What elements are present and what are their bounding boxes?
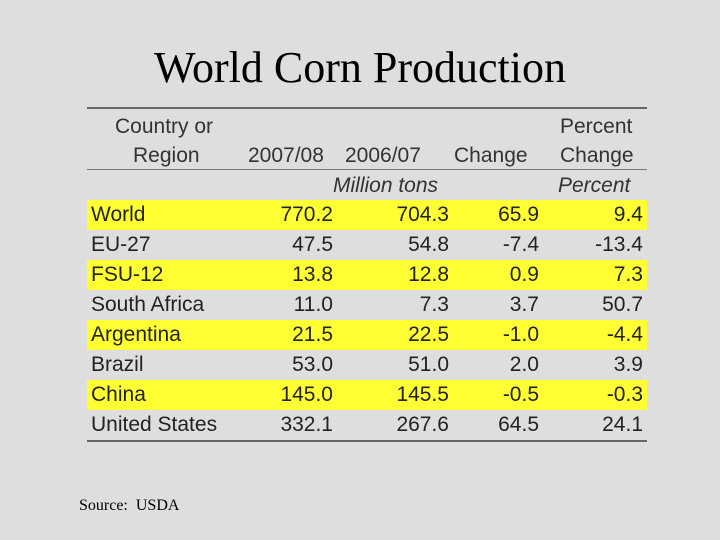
value-2006-07-cell: 145.5 bbox=[396, 383, 449, 406]
percent-change-cell: 7.3 bbox=[613, 263, 643, 286]
percent-change-cell: 9.4 bbox=[613, 203, 643, 226]
value-2006-07-cell: 54.8 bbox=[408, 233, 449, 256]
units-percent: Percent bbox=[558, 174, 631, 197]
table-header: Country or Region 2007/08 2006/07 Change… bbox=[87, 109, 647, 169]
value-2007-08-cell: 13.8 bbox=[292, 263, 333, 286]
table-row: FSU-12 13.8 12.8 0.9 7.3 bbox=[87, 260, 647, 290]
corn-production-table: Country or Region 2007/08 2006/07 Change… bbox=[87, 107, 647, 442]
value-2007-08-cell: 47.5 bbox=[292, 233, 333, 256]
value-2006-07-cell: 22.5 bbox=[408, 323, 449, 346]
region-cell: Brazil bbox=[91, 353, 144, 376]
header-change: Change bbox=[454, 144, 528, 167]
header-2007-08: 2007/08 bbox=[248, 144, 324, 167]
table-row: United States 332.1 267.6 64.5 24.1 bbox=[87, 410, 647, 440]
value-2007-08-cell: 53.0 bbox=[292, 353, 333, 376]
change-cell: -7.4 bbox=[502, 233, 539, 256]
value-2006-07-cell: 267.6 bbox=[396, 413, 449, 436]
table-row: Argentina 21.5 22.5 -1.0 -4.4 bbox=[87, 320, 647, 350]
value-2006-07-cell: 12.8 bbox=[408, 263, 449, 286]
region-cell: World bbox=[91, 203, 146, 226]
units-million-tons: Million tons bbox=[333, 174, 439, 197]
percent-change-cell: -0.3 bbox=[606, 383, 643, 406]
value-2007-08-cell: 332.1 bbox=[280, 413, 333, 436]
change-cell: -1.0 bbox=[502, 323, 539, 346]
header-country-line1: Country or bbox=[115, 115, 214, 138]
region-cell: Argentina bbox=[91, 323, 181, 346]
units-row: Million tons Percent bbox=[87, 170, 647, 200]
table-body: World 770.2 704.3 65.9 9.4 EU-27 47.5 54.8 -7.4 -… bbox=[87, 200, 647, 440]
source-note: Source: USDA bbox=[79, 497, 180, 514]
value-2007-08-cell: 11.0 bbox=[293, 293, 333, 316]
change-cell: 0.9 bbox=[509, 263, 539, 286]
percent-change-cell: 3.9 bbox=[613, 353, 643, 376]
region-cell: FSU-12 bbox=[91, 263, 164, 286]
region-cell: South Africa bbox=[91, 293, 205, 316]
header-country-line2: Region bbox=[133, 144, 200, 167]
slide-title: World Corn Production bbox=[154, 43, 566, 92]
table-row: Brazil 53.0 51.0 2.0 3.9 bbox=[87, 350, 647, 380]
table-top-rule bbox=[87, 107, 647, 109]
value-2006-07-cell: 704.3 bbox=[396, 203, 449, 226]
table-row: South Africa 11.0 7.3 3.7 50.7 bbox=[87, 290, 647, 320]
value-2006-07-cell: 7.3 bbox=[419, 293, 449, 316]
percent-change-cell: -13.4 bbox=[595, 233, 643, 256]
region-cell: EU-27 bbox=[91, 233, 151, 256]
percent-change-cell: 50.7 bbox=[602, 293, 643, 316]
table-bottom-rule bbox=[87, 440, 647, 442]
header-percent-line2: Change bbox=[560, 144, 634, 167]
table-row: China 145.0 145.5 -0.5 -0.3 bbox=[87, 380, 647, 410]
table-row: EU-27 47.5 54.8 -7.4 -13.4 bbox=[87, 230, 647, 260]
change-cell: -0.5 bbox=[502, 383, 539, 406]
percent-change-cell: -4.4 bbox=[606, 323, 643, 346]
change-cell: 3.7 bbox=[509, 293, 539, 316]
percent-change-cell: 24.1 bbox=[602, 413, 643, 436]
header-2006-07: 2006/07 bbox=[345, 144, 421, 167]
change-cell: 64.5 bbox=[498, 413, 539, 436]
value-2006-07-cell: 51.0 bbox=[408, 353, 449, 376]
region-cell: China bbox=[91, 383, 146, 406]
table-row: World 770.2 704.3 65.9 9.4 bbox=[87, 200, 647, 230]
header-percent-line1: Percent bbox=[560, 115, 633, 138]
value-2007-08-cell: 21.5 bbox=[292, 323, 333, 346]
value-2007-08-cell: 770.2 bbox=[280, 203, 333, 226]
region-cell: United States bbox=[91, 413, 218, 436]
value-2007-08-cell: 145.0 bbox=[280, 383, 333, 406]
change-cell: 65.9 bbox=[498, 203, 539, 226]
header-divider-rule bbox=[87, 169, 647, 170]
change-cell: 2.0 bbox=[509, 353, 539, 376]
